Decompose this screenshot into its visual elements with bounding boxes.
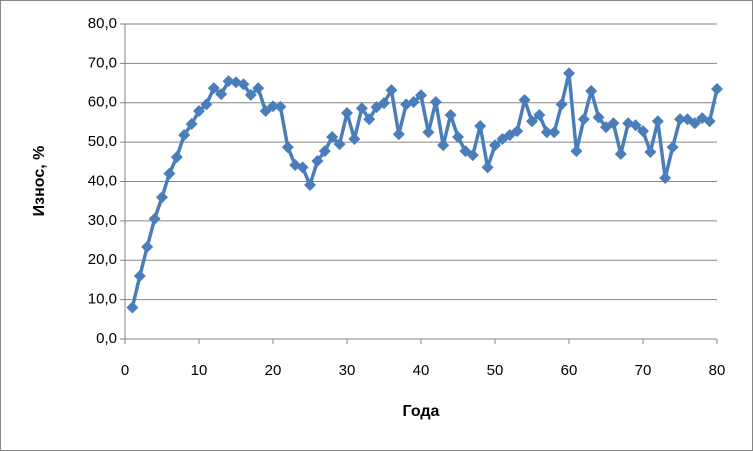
- data-point: [392, 128, 405, 141]
- data-point: [555, 98, 568, 111]
- data-point: [363, 113, 376, 126]
- data-point: [466, 149, 479, 162]
- x-tick-label: 80: [709, 362, 726, 379]
- data-point: [407, 95, 420, 108]
- data-point: [148, 212, 161, 225]
- data-point: [688, 117, 701, 130]
- y-tick-label: 60,0: [88, 94, 117, 111]
- data-point: [489, 139, 501, 152]
- data-point: [355, 102, 368, 115]
- y-tick-label: 0,0: [96, 330, 117, 347]
- x-tick-label: 40: [413, 362, 430, 379]
- x-tick-label: 0: [121, 362, 129, 379]
- y-tick-label: 30,0: [88, 212, 117, 229]
- x-tick-label: 10: [191, 362, 208, 379]
- data-point: [526, 115, 538, 128]
- data-point: [178, 129, 191, 142]
- data-point: [304, 179, 316, 192]
- y-tick-label: 50,0: [88, 133, 117, 150]
- data-point: [629, 119, 642, 132]
- data-point: [659, 171, 672, 184]
- data-point: [318, 145, 331, 158]
- data-point: [563, 67, 575, 80]
- data-point: [644, 145, 657, 158]
- data-point: [533, 108, 546, 121]
- data-point: [592, 111, 605, 124]
- data-point: [711, 82, 723, 95]
- data-point: [326, 131, 339, 144]
- data-point: [385, 84, 398, 97]
- data-point: [444, 108, 457, 121]
- data-point: [252, 82, 265, 95]
- data-point: [296, 161, 309, 174]
- data-point: [348, 132, 361, 145]
- data-point: [341, 106, 353, 119]
- data-point: [311, 155, 324, 168]
- data-point: [133, 270, 146, 282]
- data-point: [540, 126, 553, 139]
- data-point: [703, 115, 716, 128]
- data-point: [415, 89, 427, 102]
- data-point: [267, 100, 279, 113]
- data-point: [637, 125, 649, 138]
- data-point: [577, 113, 590, 126]
- data-point: [222, 75, 235, 88]
- x-tick-label: 20: [265, 362, 282, 379]
- data-point: [156, 191, 168, 204]
- data-point: [614, 147, 627, 160]
- data-point: [274, 100, 287, 113]
- x-tick-label: 30: [339, 362, 356, 379]
- data-point: [126, 301, 139, 314]
- data-point: [518, 93, 531, 106]
- data-point: [622, 117, 635, 130]
- data-point: [141, 240, 154, 253]
- data-point: [474, 119, 487, 132]
- data-point: [207, 82, 220, 95]
- data-point: [333, 138, 346, 151]
- data-point: [437, 139, 450, 152]
- data-point: [570, 145, 583, 158]
- data-point: [429, 95, 442, 108]
- data-point: [452, 131, 464, 144]
- data-point: [170, 151, 183, 164]
- y-tick-label: 70,0: [88, 54, 117, 71]
- data-point: [548, 126, 561, 139]
- data-point: [511, 125, 524, 138]
- data-point: [607, 117, 620, 130]
- data-point: [281, 141, 294, 154]
- data-point: [193, 105, 205, 118]
- data-point: [200, 98, 213, 111]
- data-point: [651, 115, 664, 128]
- y-tick-label: 80,0: [88, 15, 117, 32]
- data-point: [185, 118, 198, 131]
- x-axis-title: Года: [403, 403, 440, 420]
- y-axis-title: Износ, %: [31, 146, 48, 217]
- data-point: [422, 126, 435, 139]
- data-point: [215, 88, 228, 101]
- data-point: [674, 113, 686, 126]
- x-tick-label: 70: [635, 362, 652, 379]
- y-tick-label: 20,0: [88, 251, 117, 268]
- x-tick-label: 60: [561, 362, 578, 379]
- data-point: [481, 161, 494, 174]
- data-point: [244, 88, 257, 101]
- y-tick-label: 10,0: [88, 291, 117, 308]
- y-tick-label: 40,0: [88, 172, 117, 189]
- data-point: [237, 78, 250, 91]
- data-point: [585, 84, 598, 97]
- data-point: [378, 97, 390, 110]
- data-point: [666, 141, 679, 154]
- data-point: [163, 167, 176, 180]
- x-tick-label: 50: [487, 362, 504, 379]
- data-point: [259, 105, 272, 118]
